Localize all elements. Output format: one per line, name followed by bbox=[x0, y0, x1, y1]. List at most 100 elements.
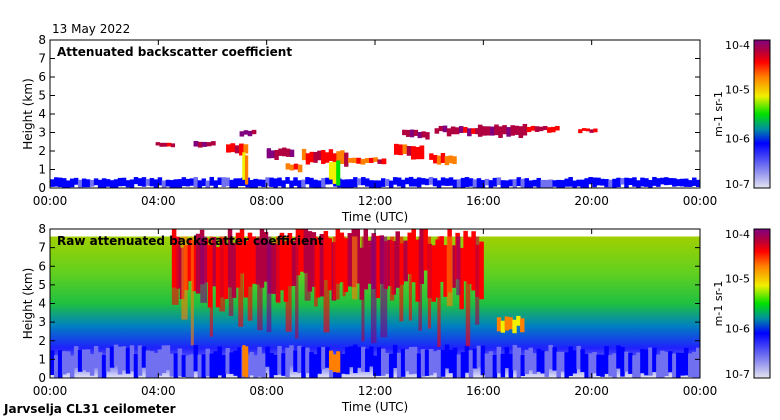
backscatter-streak bbox=[399, 236, 404, 322]
backscatter-streak bbox=[266, 236, 272, 333]
backscatter-streak bbox=[304, 236, 311, 301]
backscatter-cell bbox=[165, 179, 171, 187]
backscatter-cell bbox=[589, 129, 594, 133]
backscatter-cell bbox=[93, 346, 99, 369]
backscatter-cell bbox=[528, 180, 534, 188]
backscatter-cell bbox=[592, 351, 597, 374]
backscatter-cell bbox=[405, 129, 411, 137]
backscatter-cell bbox=[477, 124, 483, 137]
backscatter-cell bbox=[632, 355, 637, 378]
backscatter-cell bbox=[339, 232, 345, 283]
backscatter-cell bbox=[502, 125, 507, 135]
backscatter-cell bbox=[341, 179, 346, 188]
backscatter-cell bbox=[271, 242, 277, 294]
backscatter-cell bbox=[680, 178, 685, 187]
backscatter-streak bbox=[247, 236, 253, 321]
backscatter-cell bbox=[270, 150, 275, 159]
backscatter-cell bbox=[408, 176, 414, 187]
backscatter-cell bbox=[237, 178, 242, 187]
backscatter-cell bbox=[345, 179, 350, 188]
backscatter-streak bbox=[219, 236, 226, 312]
backscatter-cell bbox=[177, 348, 183, 377]
backscatter-cell bbox=[664, 351, 669, 377]
backscatter-cell bbox=[305, 153, 311, 165]
backscatter-cell bbox=[85, 349, 91, 372]
backscatter-cell bbox=[234, 145, 240, 154]
backscatter-cell bbox=[696, 179, 701, 187]
backscatter-cell bbox=[696, 347, 701, 378]
backscatter-cell bbox=[257, 346, 262, 377]
y-tick-label: 4 bbox=[38, 107, 46, 121]
backscatter-cell bbox=[357, 346, 362, 368]
backscatter-cell bbox=[173, 353, 179, 378]
backscatter-cell bbox=[692, 351, 697, 378]
backscatter-cell bbox=[500, 320, 506, 333]
backscatter-cell bbox=[133, 177, 139, 185]
backscatter-cell bbox=[211, 237, 217, 287]
backscatter-cell bbox=[149, 178, 155, 187]
backscatter-cell bbox=[365, 348, 370, 372]
backscatter-cell bbox=[388, 353, 394, 378]
backscatter-cell bbox=[89, 354, 95, 376]
backscatter-cell bbox=[353, 344, 358, 374]
backscatter-streak bbox=[209, 236, 213, 337]
backscatter-cell bbox=[381, 158, 387, 165]
backscatter-cell bbox=[73, 346, 79, 368]
footer-instrument: Jarvselja CL31 ceilometer bbox=[3, 402, 176, 416]
backscatter-cell bbox=[293, 350, 298, 372]
backscatter-cell bbox=[431, 245, 436, 302]
backscatter-cell bbox=[520, 178, 526, 188]
backscatter-cell bbox=[454, 127, 460, 135]
backscatter-cell bbox=[468, 350, 474, 378]
backscatter-cell bbox=[233, 350, 238, 376]
backscatter-cell bbox=[415, 239, 420, 302]
backscatter-cell bbox=[660, 350, 665, 378]
backscatter-cell bbox=[436, 349, 442, 378]
backscatter-cell bbox=[344, 152, 349, 167]
backscatter-cell bbox=[169, 180, 175, 188]
backscatter-cell bbox=[620, 346, 625, 377]
backscatter-streak bbox=[380, 236, 388, 338]
backscatter-cell bbox=[133, 354, 139, 378]
backscatter-cell bbox=[504, 180, 510, 188]
backscatter-cell bbox=[153, 352, 159, 378]
backscatter-cell bbox=[540, 179, 545, 188]
backscatter-cell bbox=[209, 176, 214, 186]
backscatter-cell bbox=[129, 179, 135, 188]
backscatter-cell bbox=[636, 352, 641, 378]
backscatter-cell bbox=[584, 178, 589, 188]
y-tick-label: 5 bbox=[38, 278, 46, 292]
backscatter-cell bbox=[432, 351, 438, 373]
backscatter-cell bbox=[580, 349, 585, 373]
backscatter-cell bbox=[376, 180, 382, 188]
backscatter-cell bbox=[536, 177, 541, 188]
backscatter-cell bbox=[532, 179, 538, 187]
y-tick-label: 5 bbox=[38, 89, 46, 103]
backscatter-cell bbox=[357, 178, 362, 186]
backscatter-cell bbox=[588, 176, 593, 185]
backscatter-cell bbox=[520, 355, 526, 376]
backscatter-cell bbox=[313, 354, 318, 378]
backscatter-streak bbox=[456, 236, 461, 296]
backscatter-cell bbox=[325, 177, 330, 185]
backscatter-cell bbox=[452, 179, 458, 188]
backscatter-cell bbox=[496, 346, 502, 374]
backscatter-cell bbox=[524, 349, 530, 375]
backscatter-cell bbox=[193, 345, 199, 372]
backscatter-cell bbox=[548, 344, 553, 370]
backscatter-cell bbox=[468, 178, 474, 187]
backscatter-cell bbox=[347, 233, 353, 287]
backscatter-cell bbox=[301, 347, 306, 378]
backscatter-cell bbox=[239, 131, 245, 137]
backscatter-cell bbox=[289, 149, 295, 158]
backscatter-cell bbox=[251, 129, 257, 135]
backscatter-cell bbox=[53, 355, 59, 378]
backscatter-cell bbox=[363, 229, 369, 290]
backscatter-cell bbox=[420, 178, 426, 185]
backscatter-cell bbox=[432, 178, 438, 187]
backscatter-cell bbox=[436, 155, 442, 165]
backscatter-cell bbox=[317, 180, 322, 188]
backscatter-cell bbox=[660, 177, 665, 185]
colorbar-tick-label: 10-5 bbox=[725, 273, 750, 286]
